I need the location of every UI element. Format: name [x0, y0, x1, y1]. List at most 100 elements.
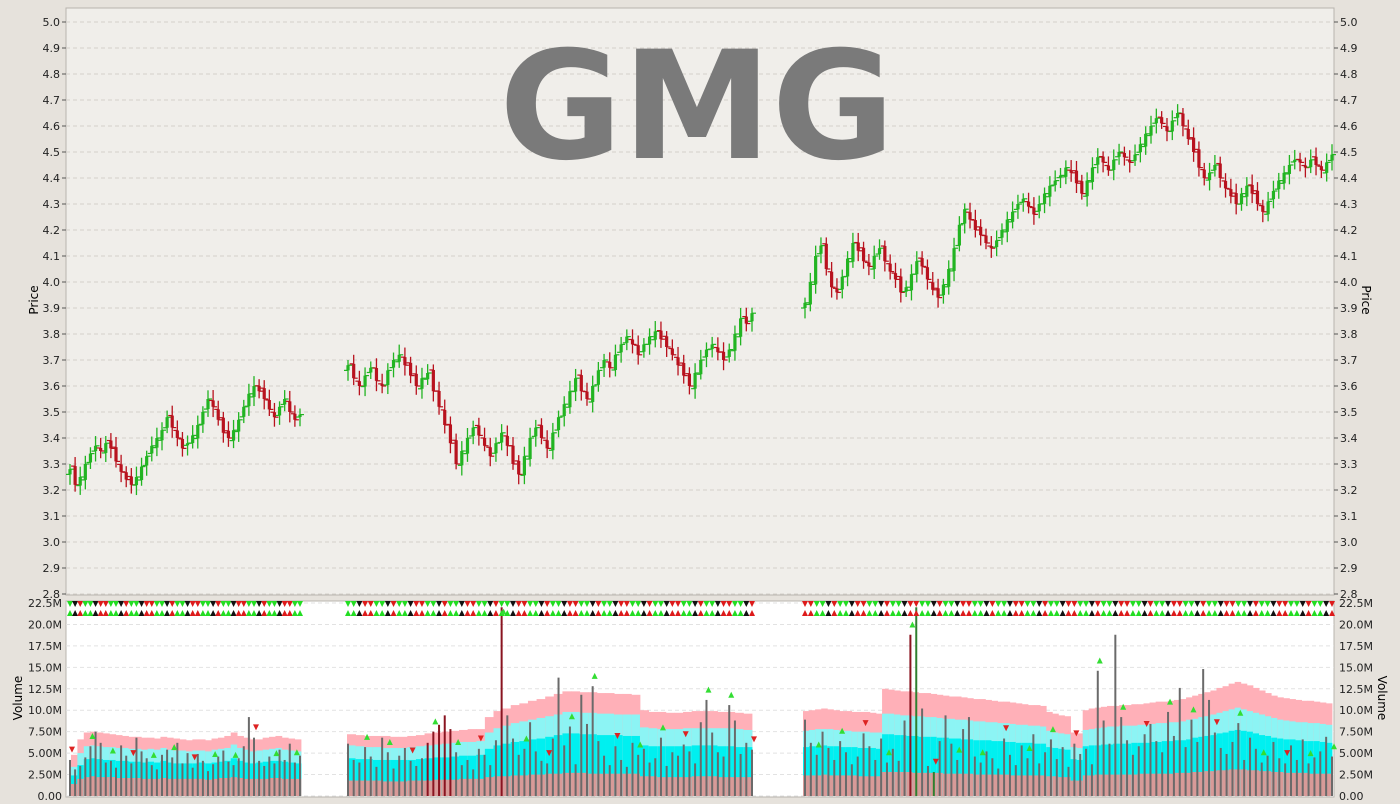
price-bar-body — [984, 235, 988, 243]
volume-tick-label: 7.50M — [1339, 726, 1373, 739]
signal-marker — [1042, 610, 1049, 616]
volume-bar — [585, 723, 588, 796]
price-bar — [1061, 160, 1070, 185]
volume-bar — [751, 749, 753, 796]
signal-marker — [930, 610, 937, 616]
volume-bar — [130, 763, 133, 796]
volume-bar — [1137, 746, 1140, 796]
price-bar-body — [867, 262, 871, 267]
signal-marker — [521, 601, 528, 607]
signal-marker — [1024, 610, 1031, 616]
price-bar — [163, 410, 172, 434]
price-bar — [378, 373, 387, 394]
price-bar — [1328, 144, 1336, 171]
price-bar-body — [175, 430, 179, 438]
price-tick-label: 4.2 — [1340, 224, 1358, 237]
volume-bar — [711, 732, 714, 796]
signal-marker — [878, 610, 885, 616]
signal-marker — [544, 610, 551, 616]
signal-marker — [1059, 610, 1066, 616]
volume-band-base — [186, 778, 193, 796]
volume-bar — [1155, 741, 1158, 796]
price-bar-body — [242, 406, 246, 417]
price-bar-body — [78, 477, 82, 486]
signal-marker — [401, 601, 408, 607]
volume-marker — [909, 621, 916, 628]
volume-marker — [1096, 657, 1103, 664]
price-bar — [748, 307, 756, 332]
price-bar — [531, 419, 540, 447]
signal-marker — [703, 610, 710, 616]
price-bar — [928, 272, 937, 296]
volume-marker — [839, 727, 846, 734]
signal-marker — [413, 601, 420, 607]
price-bar-body — [500, 432, 504, 443]
volume-bar — [166, 749, 169, 796]
price-bar-body — [420, 378, 424, 389]
price-bar-body — [1090, 167, 1095, 182]
volume-bar — [880, 738, 883, 796]
price-bar-body — [1021, 198, 1025, 203]
price-bar — [344, 360, 352, 381]
volume-bar — [517, 754, 520, 796]
signal-marker — [848, 601, 855, 607]
signal-marker — [1200, 610, 1207, 616]
price-bar — [423, 364, 432, 385]
price-bar — [960, 203, 969, 234]
signal-marker — [113, 610, 119, 616]
price-bar-body — [408, 362, 413, 376]
signal-marker — [251, 601, 257, 607]
price-bar-body — [845, 258, 850, 277]
signal-marker — [515, 610, 522, 616]
price-bar-body — [252, 386, 256, 397]
price-bar — [1274, 172, 1283, 199]
signal-marker — [1030, 601, 1037, 607]
price-tick-label: 3.5 — [1340, 406, 1358, 419]
signal-marker — [430, 610, 437, 616]
signal-marker — [640, 610, 647, 616]
volume-marker — [1026, 744, 1033, 751]
price-bar-body — [1255, 190, 1260, 204]
price-bar-body — [283, 399, 287, 405]
price-bar — [112, 436, 120, 468]
signal-marker — [1252, 610, 1259, 616]
volume-bar — [293, 762, 296, 796]
volume-band-base — [809, 775, 816, 796]
signal-marker — [235, 610, 242, 616]
volume-tick-label: 20.0M — [1339, 618, 1373, 631]
volume-bar — [278, 749, 281, 796]
volume-bar — [1184, 747, 1187, 796]
price-bar — [173, 420, 182, 447]
signal-marker — [475, 601, 482, 607]
price-bar-body — [124, 472, 128, 480]
volume-bar — [181, 763, 184, 796]
volume-band-base — [869, 776, 877, 796]
price-bar-body — [346, 365, 350, 371]
price-bar — [543, 430, 552, 459]
volume-bar — [620, 759, 623, 796]
price-bar — [1067, 160, 1076, 182]
signal-marker — [895, 610, 902, 616]
volume-band-inner — [1167, 741, 1175, 796]
signal-marker — [837, 601, 844, 607]
price-bar — [1019, 193, 1028, 212]
volume-band-base — [579, 772, 589, 796]
volume-marker — [815, 741, 822, 748]
volume-band-inner — [1161, 741, 1169, 796]
price-bar — [520, 446, 529, 485]
volume-bar — [1301, 739, 1304, 796]
volume-bar — [150, 765, 153, 796]
price-bar — [1237, 187, 1246, 211]
signal-marker — [113, 601, 119, 607]
price-bar — [645, 328, 654, 355]
signal-marker — [475, 610, 482, 616]
volume-band-base — [967, 773, 974, 796]
price-bar — [1131, 144, 1140, 166]
price-bar — [406, 356, 415, 384]
price-bar-body — [477, 425, 481, 436]
volume-bar — [979, 762, 982, 796]
volume-band-inner — [857, 747, 865, 796]
volume-bar — [1278, 758, 1281, 796]
signal-marker — [350, 601, 357, 607]
